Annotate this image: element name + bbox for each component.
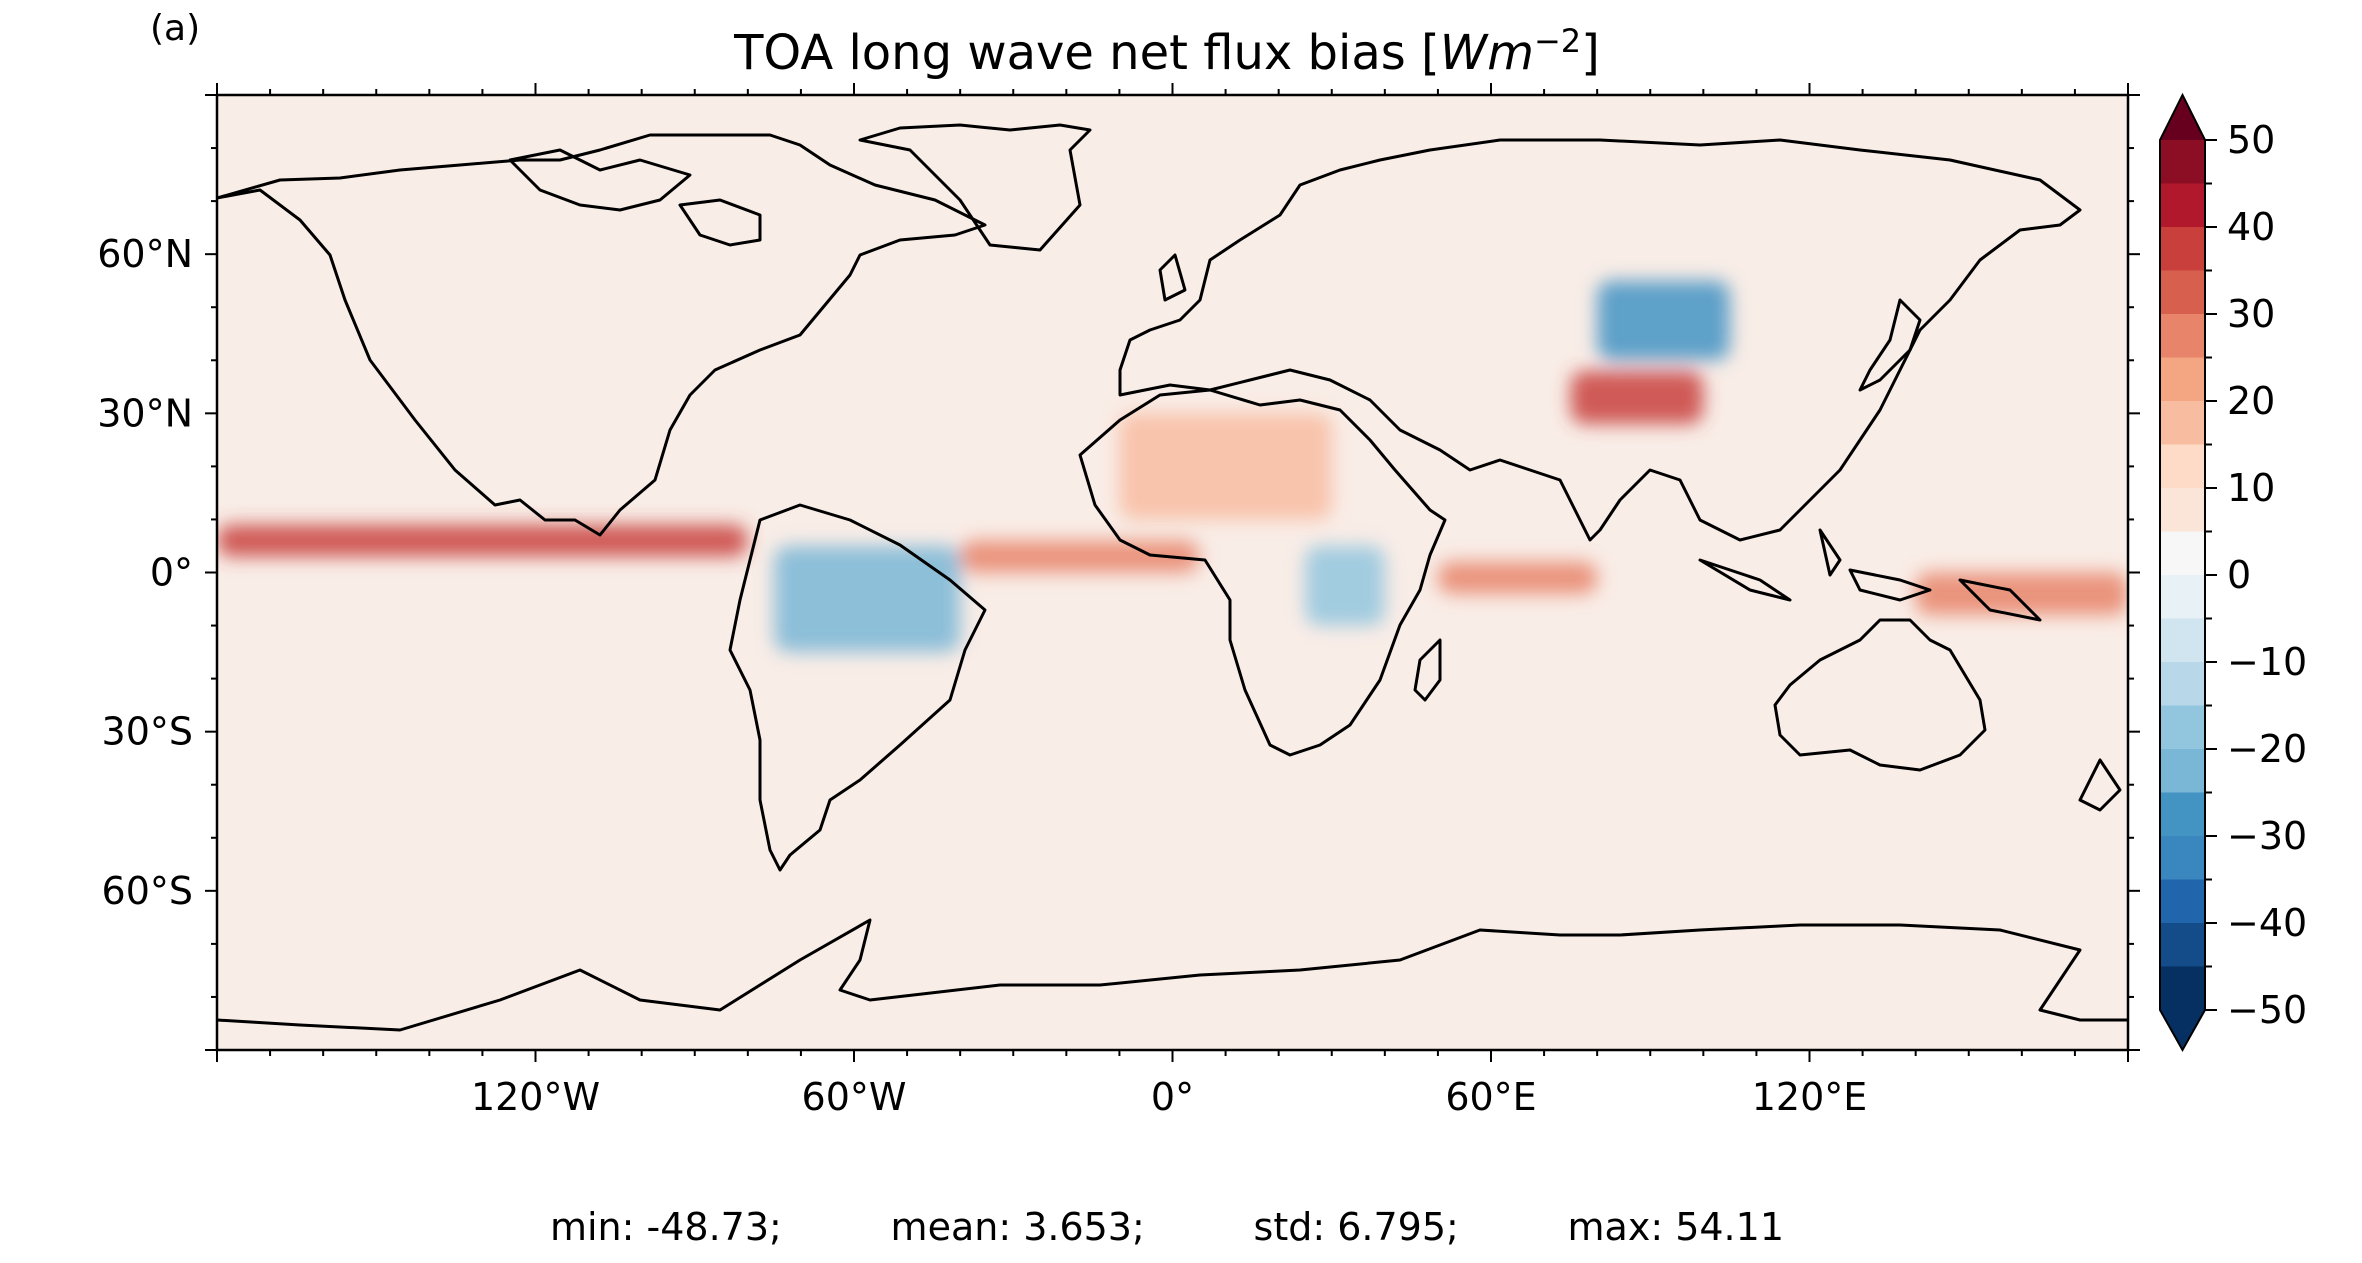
- colorbar-cell: [2160, 270, 2205, 314]
- colorbar-cell: [2160, 923, 2205, 967]
- latitude-tick-labels: 60°N 30°N 0° 30°S 60°S: [97, 232, 193, 913]
- bias-field: [217, 280, 2128, 653]
- map-panel: 120°W 60°W 0° 60°E 120°E 60°N 30°N 0° 30°S 60°S: [97, 83, 2140, 1119]
- colorbar-cell: [2160, 140, 2205, 184]
- colorbar-cell: [2160, 836, 2205, 880]
- lat-tick-label: 30°N: [97, 391, 193, 435]
- colorbar-extend-low: [2160, 1010, 2205, 1050]
- colorbar-cell: [2160, 705, 2205, 749]
- lon-tick-label: 0°: [1151, 1075, 1194, 1119]
- coastline-madagascar: [1413, 638, 1442, 702]
- panel-label: (a): [150, 8, 201, 49]
- colorbar-cell: [2160, 227, 2205, 271]
- colorbar-tick-label: 40: [2227, 205, 2275, 249]
- longitude-tick-labels: 120°W 60°W 0° 60°E 120°E: [471, 1075, 1867, 1119]
- lon-tick-label: 120°E: [1752, 1075, 1868, 1119]
- coastline-maritime-continent: [1698, 528, 2042, 622]
- colorbar-tick-label: 30: [2227, 292, 2275, 336]
- colorbar-extend-high: [2160, 95, 2205, 140]
- colorbar-cell: [2160, 575, 2205, 619]
- colorbar-tick-labels: 50 40 30 20 10 0 −10 −20 −30 −40 −50: [2227, 118, 2307, 1032]
- colorbar-cell: [2160, 314, 2205, 358]
- lon-tick-label: 60°E: [1445, 1075, 1536, 1119]
- colorbar-tick-label: −30: [2227, 814, 2307, 858]
- colorbar-tick-label: −20: [2227, 727, 2307, 771]
- map-title: TOA long wave net flux bias [Wm−2]: [217, 22, 2117, 81]
- title-suffix: ]: [1581, 25, 1600, 81]
- colorbar-cell: [2160, 879, 2205, 923]
- bias-region: [1437, 561, 1598, 594]
- coastline-australia: [1773, 618, 1987, 772]
- coastline-japan: [1858, 298, 1922, 392]
- colorbar-cell: [2160, 183, 2205, 227]
- colorbar-tick-label: −40: [2227, 901, 2307, 945]
- colorbar-tick-label: 10: [2227, 466, 2275, 510]
- colorbar-cell: [2160, 662, 2205, 706]
- stat-max: max: 54.11: [1567, 1205, 1784, 1249]
- bias-region: [1570, 370, 1704, 424]
- colorbar: 50 40 30 20 10 0 −10 −20 −30 −40 −50: [2159, 92, 2307, 1053]
- stat-std: std: 6.795;: [1253, 1205, 1459, 1249]
- stat-mean: mean: 3.653;: [890, 1205, 1145, 1249]
- lat-tick-label: 60°S: [102, 869, 193, 913]
- colorbar-cell: [2160, 401, 2205, 445]
- title-unit: Wm: [1439, 25, 1534, 81]
- lon-tick-label: 120°W: [471, 1075, 600, 1119]
- colorbar-ticks: [2205, 139, 2217, 1011]
- bias-region: [774, 545, 961, 653]
- colorbar-tick-label: −50: [2227, 988, 2307, 1032]
- stat-min: min: -48.73;: [549, 1205, 782, 1249]
- lat-tick-label: 30°S: [102, 710, 193, 754]
- title-text: TOA long wave net flux bias [: [734, 25, 1440, 81]
- coastline-greenland: [858, 123, 1092, 252]
- coastlines: [217, 123, 2128, 1032]
- lon-tick-label: 60°W: [802, 1075, 907, 1119]
- colorbar-cell: [2160, 749, 2205, 793]
- colorbar-tick-label: 20: [2227, 379, 2275, 423]
- coastline-north-america: [217, 133, 987, 537]
- bias-region: [1305, 545, 1385, 626]
- colorbar-cell: [2160, 531, 2205, 575]
- bias-region: [1119, 413, 1332, 520]
- map-axes-ticks: [205, 83, 2140, 1062]
- stats-line: min: -48.73; mean: 3.653; std: 6.795; ma…: [217, 1205, 2117, 1249]
- bias-region: [1915, 572, 2128, 615]
- colorbar-tick-label: 50: [2227, 118, 2275, 162]
- bias-region: [217, 524, 748, 557]
- colorbar-cell: [2160, 444, 2205, 488]
- coastline-arctic-islands: [508, 148, 762, 247]
- coastline-new-zealand: [2078, 758, 2122, 812]
- colorbar-tick-label: 0: [2227, 553, 2251, 597]
- coastline-uk: [1158, 253, 1187, 302]
- colorbar-cell: [2160, 792, 2205, 836]
- title-unit-exponent: −2: [1533, 22, 1582, 60]
- coastline-south-america: [728, 503, 987, 872]
- colorbar-cells: [2160, 140, 2205, 1010]
- bias-region: [1597, 280, 1730, 361]
- lat-tick-label: 60°N: [97, 232, 193, 276]
- coastline-antarctica: [217, 918, 2128, 1032]
- colorbar-cell: [2160, 357, 2205, 401]
- colorbar-tick-label: −10: [2227, 640, 2307, 684]
- colorbar-cell: [2160, 618, 2205, 662]
- lat-tick-label: 0°: [150, 551, 193, 595]
- colorbar-cell: [2160, 488, 2205, 532]
- colorbar-cell: [2160, 966, 2205, 1010]
